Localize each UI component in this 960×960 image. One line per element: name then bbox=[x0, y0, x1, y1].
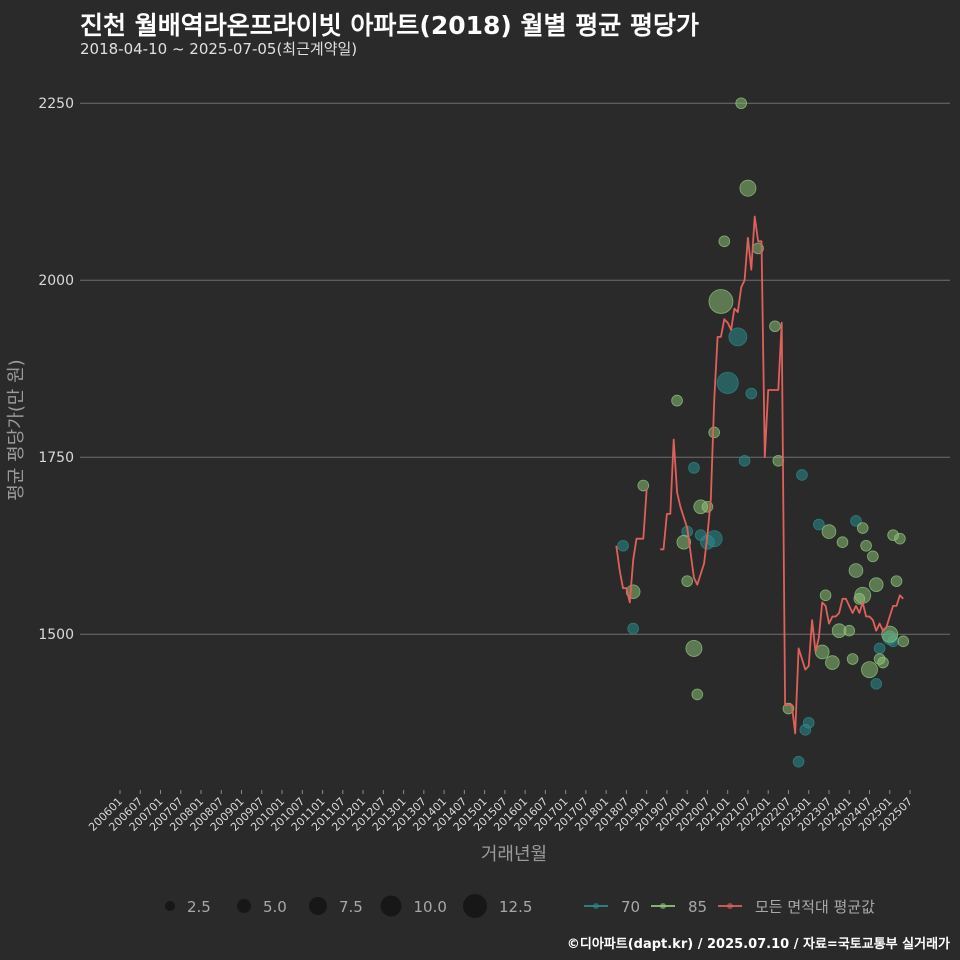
scatter-point-85 bbox=[681, 575, 693, 587]
scatter-point-70 bbox=[745, 387, 758, 400]
series-legend-key-dot bbox=[727, 903, 733, 909]
scatter-point-70 bbox=[802, 716, 815, 729]
y-tick-label: 1500 bbox=[38, 627, 74, 643]
scatter-point-70 bbox=[688, 462, 700, 474]
size-legend-dot bbox=[463, 894, 487, 918]
y-tick-label: 2000 bbox=[38, 273, 74, 289]
scatter-point-70 bbox=[873, 642, 886, 655]
size-legend-dot bbox=[380, 895, 402, 917]
scatter-point-85 bbox=[890, 575, 903, 587]
scatter-point-70 bbox=[627, 622, 639, 635]
series-legend-label: 70 bbox=[621, 898, 640, 916]
scatter-point-85 bbox=[676, 534, 692, 550]
scatter-point-70 bbox=[617, 539, 629, 552]
chart-subtitle: 2018-04-10 ~ 2025-07-05(최근계약일) bbox=[80, 40, 358, 58]
average-line-group bbox=[615, 215, 904, 735]
x-tick-labels: 2006012006072007012007072008012008072009… bbox=[86, 790, 915, 834]
scatter-point-85 bbox=[718, 235, 731, 248]
scatter-point-85 bbox=[868, 577, 884, 592]
scatter-point-85 bbox=[671, 394, 683, 407]
scatter-point-85 bbox=[685, 639, 703, 657]
size-legend-label: 2.5 bbox=[187, 898, 211, 916]
scatter-point-85 bbox=[860, 539, 872, 552]
scatter-point-70 bbox=[728, 327, 748, 347]
scatter-points bbox=[617, 97, 910, 768]
scatter-point-85 bbox=[819, 589, 832, 602]
size-legend-label: 12.5 bbox=[499, 898, 532, 916]
size-legend-label: 5.0 bbox=[263, 898, 287, 916]
scatter-point-85 bbox=[877, 656, 889, 669]
average-line-segment bbox=[615, 489, 648, 604]
scatter-point-85 bbox=[897, 635, 910, 648]
source-credit: ©디아파트(dapt.kr) / 2025.07.10 / 자료=국토교통부 실… bbox=[566, 937, 950, 952]
scatter-point-85 bbox=[843, 624, 856, 637]
series-legend-key-dot bbox=[660, 903, 666, 909]
x-axis-label: 거래년월 bbox=[481, 844, 547, 865]
y-gridlines bbox=[80, 102, 950, 635]
scatter-point-70 bbox=[813, 518, 825, 531]
scatter-point-85 bbox=[825, 655, 840, 670]
scatter-point-85 bbox=[739, 179, 757, 197]
scatter-point-70 bbox=[705, 530, 723, 548]
scatter-point-85 bbox=[881, 625, 899, 643]
scatter-point-85 bbox=[854, 586, 872, 604]
chart-title: 진천 월배역라온프라이빗 아파트(2018) 월별 평균 평당가 bbox=[80, 11, 699, 40]
scatter-point-85 bbox=[769, 320, 781, 333]
scatter-point-85 bbox=[894, 532, 906, 545]
y-tick-labels: 1500 1750 2000 2250 bbox=[38, 96, 74, 643]
scatter-point-85 bbox=[856, 522, 869, 534]
scatter-point-70 bbox=[796, 469, 808, 481]
scatter-point-70 bbox=[738, 454, 751, 467]
scatter-point-85 bbox=[708, 289, 734, 314]
series-legend: 70 85 모든 면적대 평균값 bbox=[584, 898, 875, 916]
y-tick-label: 2250 bbox=[38, 96, 74, 112]
scatter-point-85 bbox=[846, 653, 859, 665]
size-legend-dot bbox=[309, 897, 327, 915]
scatter-point-85 bbox=[735, 97, 747, 110]
series-legend-label: 모든 면적대 평균값 bbox=[755, 898, 875, 916]
scatter-point-85 bbox=[708, 426, 720, 439]
scatter-point-85 bbox=[848, 563, 864, 578]
scatter-point-70 bbox=[870, 677, 883, 690]
series-legend-key-dot bbox=[593, 903, 599, 909]
scatter-point-70 bbox=[850, 515, 862, 527]
scatter-point-70 bbox=[716, 371, 739, 394]
y-tick-label: 1750 bbox=[38, 450, 74, 466]
scatter-point-85 bbox=[867, 550, 879, 563]
scatter-point-85 bbox=[861, 661, 878, 679]
scatter-point-70 bbox=[792, 755, 805, 768]
series-legend-label: 85 bbox=[688, 898, 707, 916]
scatter-point-85 bbox=[821, 524, 837, 539]
scatter-point-85 bbox=[691, 688, 704, 701]
size-legend-dot bbox=[237, 899, 251, 913]
size-legend-dot bbox=[165, 901, 175, 911]
average-line-segment bbox=[660, 215, 904, 735]
y-axis-label: 평균 평당가(만 원) bbox=[6, 359, 27, 500]
scatter-point-85 bbox=[637, 479, 650, 492]
size-legend-label: 7.5 bbox=[339, 898, 363, 916]
scatter-point-85 bbox=[836, 536, 849, 548]
size-legend-label: 10.0 bbox=[414, 898, 447, 916]
size-legend: 2.5 5.0 7.5 10.0 12.5 bbox=[165, 894, 532, 918]
